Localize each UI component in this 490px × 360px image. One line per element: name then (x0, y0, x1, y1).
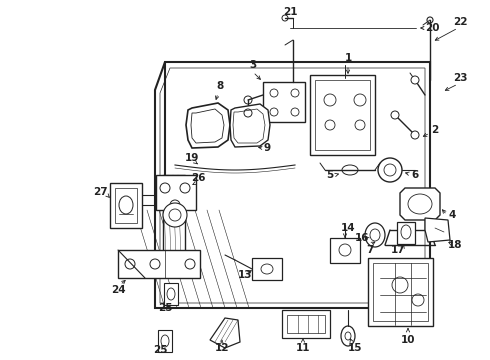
Text: 2: 2 (431, 125, 439, 135)
Text: 13: 13 (238, 270, 252, 280)
Bar (263, 82, 305, 122)
Text: 23: 23 (453, 73, 467, 83)
Bar (315, 80, 370, 150)
Bar (252, 258, 282, 280)
Bar (368, 258, 433, 326)
Text: 26: 26 (191, 173, 205, 183)
Polygon shape (191, 109, 224, 143)
Bar (310, 75, 375, 155)
Bar (373, 263, 428, 321)
Text: 9: 9 (264, 143, 270, 153)
Text: 1: 1 (344, 53, 352, 63)
Polygon shape (210, 318, 240, 348)
Polygon shape (400, 188, 440, 220)
Text: 6: 6 (412, 170, 418, 180)
Ellipse shape (270, 89, 278, 97)
Ellipse shape (365, 223, 385, 247)
Text: 21: 21 (283, 7, 297, 17)
Text: 11: 11 (296, 343, 310, 353)
Ellipse shape (270, 108, 278, 116)
Text: 19: 19 (185, 153, 199, 163)
Text: 20: 20 (425, 23, 439, 33)
Text: 10: 10 (401, 335, 415, 345)
Bar (163, 175, 185, 260)
Bar (156, 175, 196, 210)
Text: 18: 18 (448, 240, 462, 250)
Bar (164, 283, 178, 305)
Text: 17: 17 (391, 245, 405, 255)
Bar (287, 315, 325, 333)
Ellipse shape (291, 108, 299, 116)
Text: 14: 14 (341, 223, 355, 233)
Text: 8: 8 (217, 81, 223, 91)
Polygon shape (233, 109, 265, 143)
Text: 12: 12 (215, 343, 229, 353)
Polygon shape (425, 218, 450, 242)
Bar (110, 183, 142, 228)
Text: 24: 24 (111, 285, 125, 295)
Text: 16: 16 (355, 233, 369, 243)
Bar (330, 238, 360, 263)
Ellipse shape (378, 158, 402, 182)
Bar (158, 330, 172, 352)
Text: 25: 25 (153, 345, 167, 355)
Ellipse shape (411, 131, 419, 139)
Polygon shape (230, 104, 270, 147)
Bar (282, 310, 330, 338)
Bar (115, 188, 137, 223)
Bar (118, 250, 200, 278)
Bar (397, 222, 415, 244)
Text: 15: 15 (348, 343, 362, 353)
Text: 27: 27 (93, 187, 107, 197)
Ellipse shape (163, 203, 187, 227)
Ellipse shape (291, 89, 299, 97)
Ellipse shape (391, 111, 399, 119)
Text: 3: 3 (249, 60, 257, 70)
Text: 5: 5 (326, 170, 334, 180)
Text: 22: 22 (453, 17, 467, 27)
Polygon shape (186, 103, 230, 148)
Text: 25: 25 (158, 303, 172, 313)
Ellipse shape (411, 76, 419, 84)
Text: 7: 7 (367, 245, 374, 255)
Polygon shape (155, 62, 430, 308)
Ellipse shape (341, 326, 355, 346)
Text: 4: 4 (448, 210, 456, 220)
